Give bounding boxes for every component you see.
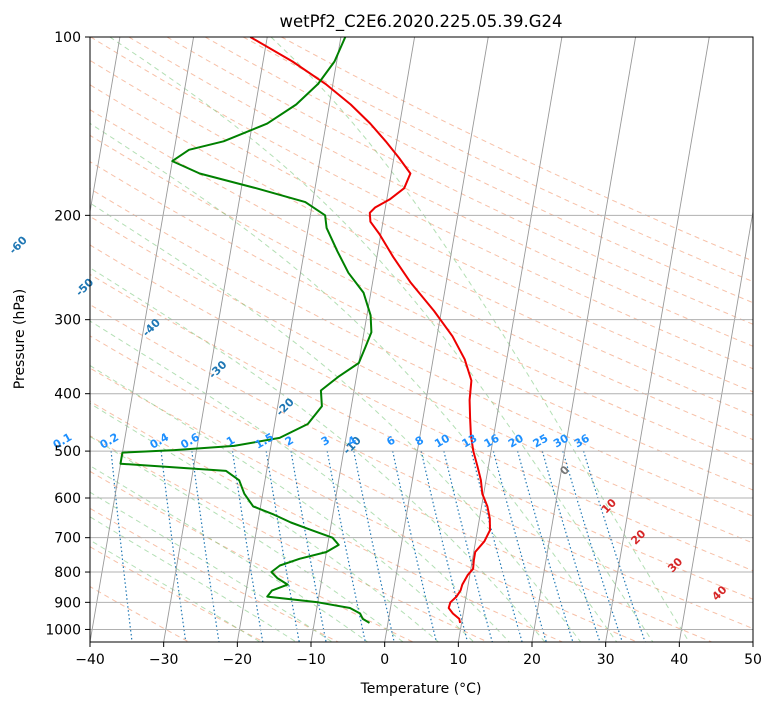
moist-adiabat-line bbox=[270, 37, 690, 642]
x-tick-label: 10 bbox=[449, 652, 467, 668]
dry-adiabat-line bbox=[90, 188, 753, 517]
x-tick-label: −40 bbox=[75, 652, 105, 668]
y-tick-label: 1000 bbox=[45, 622, 81, 638]
x-tick-label: 0 bbox=[380, 652, 389, 668]
isotherm-line bbox=[678, 209, 753, 642]
y-tick-label: 600 bbox=[54, 491, 81, 507]
temperature-profile-line bbox=[249, 37, 491, 624]
isotherm-line bbox=[310, 37, 416, 642]
mixing-ratio-line bbox=[110, 451, 133, 642]
mixing-ratio-line bbox=[326, 450, 366, 642]
isotherm-line bbox=[605, 37, 710, 642]
y-tick-label: 200 bbox=[54, 208, 81, 224]
y-tick-label: 700 bbox=[54, 531, 81, 547]
mixing-ratio-line bbox=[517, 450, 574, 642]
y-tick-label: 900 bbox=[54, 595, 81, 611]
isotherm-line bbox=[90, 37, 121, 215]
dry-adiabat-line bbox=[90, 304, 753, 630]
isotherm-line bbox=[457, 37, 563, 642]
mixing-ratio-line bbox=[160, 451, 187, 642]
y-axis-title: Pressure (hPa) bbox=[12, 289, 28, 389]
isotherm-line bbox=[531, 37, 637, 642]
y-tick-label: 800 bbox=[54, 565, 81, 581]
mixing-ratio-line bbox=[583, 450, 646, 642]
mixing-ratio-line bbox=[353, 450, 395, 642]
dry-adiabat-line bbox=[90, 244, 753, 572]
mixing-ratio-line bbox=[562, 450, 623, 642]
moist-adiabat-line bbox=[90, 267, 546, 642]
moist-adiabat-line bbox=[90, 122, 618, 642]
dry-adiabat-line bbox=[90, 546, 264, 642]
x-axis-title: Temperature (°C) bbox=[360, 681, 482, 697]
x-tick-label: −30 bbox=[149, 652, 179, 668]
dry-adiabat-line bbox=[90, 134, 753, 466]
y-tick-label: 300 bbox=[54, 313, 81, 329]
dry-adiabat-line bbox=[90, 37, 753, 370]
y-axis-ticks: 100 200 300 400 500 600 700 800 900 1000 bbox=[45, 30, 90, 638]
isotherm-line bbox=[236, 37, 342, 642]
grid-lines bbox=[90, 214, 753, 630]
isotherm-line bbox=[384, 37, 489, 642]
x-tick-label: −20 bbox=[223, 652, 253, 668]
moist-adiabat-line bbox=[90, 364, 475, 642]
dry-adiabat-line bbox=[90, 273, 753, 600]
dry-adiabat-line bbox=[90, 400, 563, 642]
dry-adiabat-line bbox=[90, 109, 753, 441]
dry-adiabat-line bbox=[128, 37, 753, 347]
mixing-ratio-line bbox=[191, 451, 220, 642]
mixing-ratio-line bbox=[420, 450, 469, 642]
mixing-ratio-line bbox=[541, 450, 601, 642]
dry-adiabat-line bbox=[90, 215, 753, 544]
mixing-ratio-line bbox=[231, 451, 264, 642]
isotherm-line bbox=[90, 37, 195, 642]
dry-adiabat-line bbox=[90, 435, 488, 642]
sounding-series bbox=[119, 37, 491, 624]
diagram-background-lines bbox=[90, 37, 753, 642]
dry-adiabat-line bbox=[204, 37, 753, 304]
y-tick-label: 500 bbox=[54, 444, 81, 460]
dry-adiabat-line bbox=[90, 161, 753, 491]
moist-adiabat-line bbox=[90, 402, 439, 642]
x-tick-label: 20 bbox=[523, 652, 541, 668]
y-tick-label: 400 bbox=[54, 387, 81, 403]
x-axis-ticks: −40 −30 −20 −10 0 10 20 30 40 50 bbox=[75, 642, 762, 668]
mixing-ratio-line bbox=[392, 450, 437, 642]
dry-adiabat-line bbox=[90, 335, 712, 642]
y-tick-label: 100 bbox=[54, 30, 81, 46]
x-tick-label: 30 bbox=[597, 652, 615, 668]
dry-adiabat-line bbox=[90, 586, 190, 642]
x-tick-label: 40 bbox=[670, 652, 688, 668]
mixing-ratio-line bbox=[492, 450, 547, 642]
moist-adiabat-line bbox=[109, 37, 654, 642]
moist-adiabat-line bbox=[90, 465, 368, 642]
plot-frame bbox=[89, 36, 754, 643]
x-tick-label: −10 bbox=[296, 652, 326, 668]
dry-adiabat-line bbox=[166, 37, 753, 325]
chart-title: wetPf2_C2E6.2020.225.05.39.G24 bbox=[279, 12, 562, 32]
x-tick-label: 50 bbox=[744, 652, 762, 668]
dry-adiabat-line bbox=[90, 367, 638, 642]
dewpoint-profile-line bbox=[119, 37, 373, 624]
moist-adiabat-line bbox=[90, 491, 333, 642]
isotherm-line bbox=[163, 37, 268, 642]
moist-adiabat-line bbox=[90, 202, 582, 642]
